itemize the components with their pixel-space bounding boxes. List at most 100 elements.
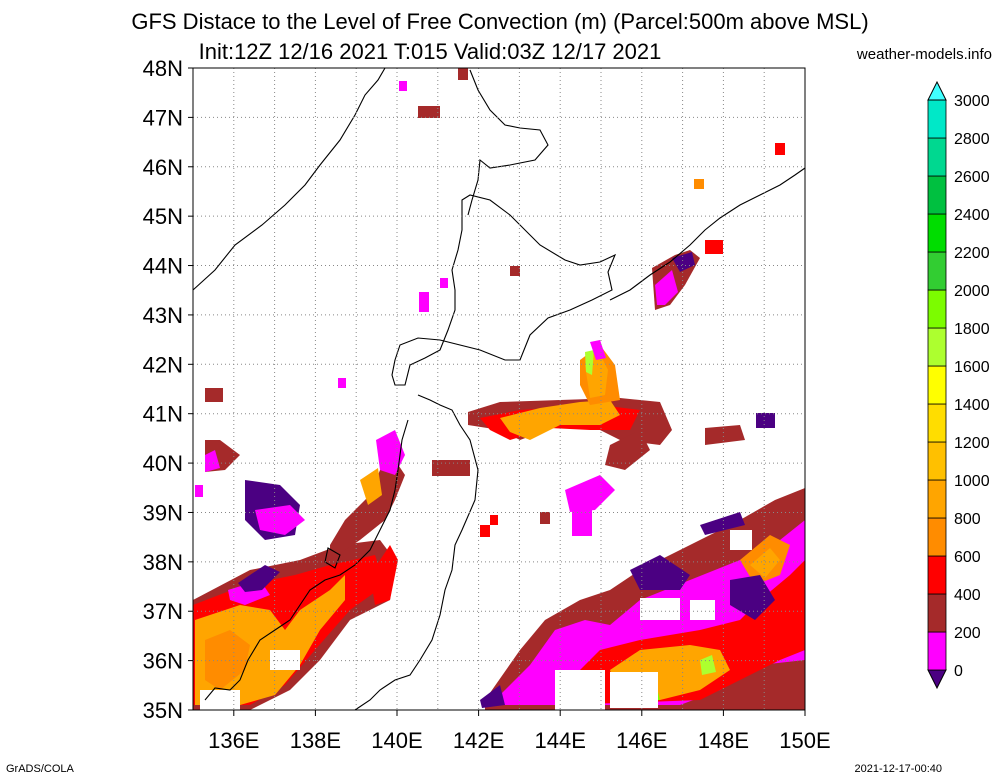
colorbar-label: 2400 bbox=[954, 207, 990, 224]
field-patch bbox=[360, 468, 382, 505]
colorbar-segment bbox=[927, 441, 947, 481]
coastline-honshu bbox=[354, 394, 479, 711]
colorbar-label: 2200 bbox=[954, 245, 990, 262]
lat-tick-label: 48N bbox=[143, 56, 183, 81]
lon-tick-label: 136E bbox=[208, 728, 259, 753]
colorbar-segment bbox=[927, 593, 947, 633]
lat-tick-label: 36N bbox=[143, 649, 183, 674]
colorbar-segment bbox=[927, 403, 947, 443]
lfc-field bbox=[193, 68, 805, 710]
field-patch bbox=[205, 630, 250, 690]
site-credit: weather-models.info bbox=[856, 46, 992, 63]
lon-tick-label: 138E bbox=[290, 728, 341, 753]
field-patch bbox=[205, 388, 223, 402]
field-patch bbox=[418, 106, 440, 118]
colorbar-label: 2800 bbox=[954, 131, 990, 148]
colorbar-label: 1000 bbox=[954, 473, 990, 490]
colorbar-segment bbox=[927, 213, 947, 253]
field-patch bbox=[630, 555, 690, 590]
coastline-honshu-west bbox=[204, 419, 409, 701]
colorbar-label: 3000 bbox=[954, 93, 990, 110]
coastline-asia bbox=[192, 67, 386, 291]
field-patch bbox=[585, 350, 594, 375]
field-patch bbox=[432, 460, 470, 476]
lat-tick-label: 47N bbox=[143, 105, 183, 130]
colorbar-under-triangle bbox=[927, 669, 947, 690]
field-patch bbox=[399, 81, 407, 91]
field-gap bbox=[270, 650, 300, 670]
lat-tick-label: 43N bbox=[143, 303, 183, 328]
field-patch bbox=[700, 512, 745, 535]
colorbar-over-triangle bbox=[927, 80, 947, 101]
field-patch bbox=[255, 505, 305, 535]
field-gap bbox=[200, 690, 240, 710]
colorbar-label: 2000 bbox=[954, 283, 990, 300]
field-patch bbox=[705, 425, 745, 445]
field-patch bbox=[238, 565, 280, 592]
colorbar-segment bbox=[927, 251, 947, 291]
field-patch bbox=[330, 460, 405, 560]
field-patch bbox=[750, 548, 780, 578]
colorbar-segment bbox=[927, 555, 947, 595]
coastline-kuril bbox=[609, 167, 806, 301]
field-patch bbox=[655, 270, 678, 305]
lat-tick-label: 40N bbox=[143, 451, 183, 476]
colorbar-segment bbox=[927, 365, 947, 405]
field-patch bbox=[605, 430, 650, 470]
field-patch bbox=[705, 240, 723, 254]
colorbar-segment bbox=[927, 327, 947, 367]
footer-credit: GrADS/COLA bbox=[6, 763, 74, 775]
map-title: GFS Distace to the Level of Free Convect… bbox=[131, 9, 869, 34]
field-patch bbox=[540, 512, 550, 524]
field-patch bbox=[376, 430, 405, 475]
lon-tick-label: 140E bbox=[371, 728, 422, 753]
field-patch bbox=[440, 278, 448, 288]
lat-tick-label: 38N bbox=[143, 550, 183, 575]
coastline-sakhalin bbox=[467, 69, 549, 216]
field-gap bbox=[610, 672, 658, 708]
colorbar-segment bbox=[927, 517, 947, 557]
field-patch bbox=[700, 655, 716, 675]
colorbar-segment bbox=[927, 175, 947, 215]
field-gap bbox=[690, 600, 715, 620]
lon-tick-label: 148E bbox=[698, 728, 749, 753]
colorbar-label: 1600 bbox=[954, 359, 990, 376]
lat-tick-label: 44N bbox=[143, 254, 183, 279]
coastlines bbox=[192, 67, 806, 711]
colorbar-label: 1400 bbox=[954, 397, 990, 414]
field-patch bbox=[672, 252, 695, 272]
field-gap bbox=[640, 598, 680, 620]
lon-tick-label: 142E bbox=[453, 728, 504, 753]
field-patch bbox=[419, 292, 429, 312]
field-patch bbox=[775, 143, 785, 155]
field-patch bbox=[694, 179, 704, 189]
colorbar-segment bbox=[927, 137, 947, 177]
field-patch bbox=[565, 475, 615, 512]
colorbar-segment bbox=[927, 479, 947, 519]
map-frame bbox=[192, 67, 806, 711]
field-patch bbox=[480, 525, 490, 537]
lat-tick-label: 39N bbox=[143, 500, 183, 525]
coastline-hokkaido bbox=[391, 194, 617, 386]
colorbar: 0 200 400 600 800 1000 1200 1400 1600 1800 2000 220… bbox=[927, 80, 990, 690]
lat-tick-label: 37N bbox=[143, 599, 183, 624]
coastline-sado bbox=[324, 547, 341, 569]
field-patch bbox=[572, 510, 592, 536]
colorbar-segment bbox=[927, 289, 947, 329]
lon-tick-label: 146E bbox=[616, 728, 667, 753]
lon-axis: 136E 138E 140E 142E 144E 146E 148E 150E bbox=[208, 710, 831, 753]
field-patch bbox=[490, 515, 498, 525]
colorbar-segment bbox=[927, 631, 947, 671]
lat-tick-label: 35N bbox=[143, 698, 183, 723]
field-patch bbox=[590, 340, 606, 360]
colorbar-label: 400 bbox=[954, 587, 981, 604]
lat-axis: 35N 36N 37N 38N 39N 40N 41N 42N 43N 44N 45N 46N 47N 4… bbox=[143, 56, 193, 723]
colorbar-label: 0 bbox=[954, 663, 963, 680]
lon-tick-label: 150E bbox=[779, 728, 830, 753]
lon-tick-label: 144E bbox=[535, 728, 586, 753]
field-patch bbox=[370, 545, 398, 605]
lat-tick-label: 41N bbox=[143, 402, 183, 427]
footer-timestamp: 2021-12-17-00:40 bbox=[854, 763, 942, 775]
colorbar-label: 2600 bbox=[954, 169, 990, 186]
